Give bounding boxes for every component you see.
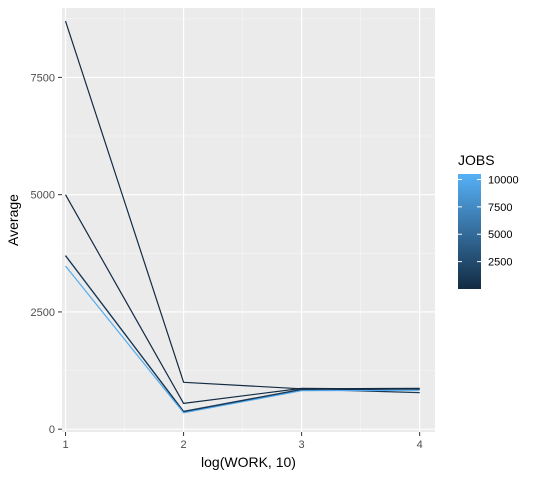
y-axis-title: Average xyxy=(5,194,21,246)
legend-label: 7500 xyxy=(488,202,512,214)
legend-colorbar xyxy=(458,174,481,289)
legend-label: 10000 xyxy=(488,174,519,186)
x-axis: 1 2 3 4 xyxy=(62,432,423,451)
plot-panel xyxy=(62,8,435,432)
major-gridlines xyxy=(62,8,435,432)
y-axis: 0 2500 5000 7500 xyxy=(31,72,62,436)
x-axis-title: log(WORK, 10) xyxy=(201,454,296,470)
legend-label: 2500 xyxy=(488,257,512,269)
legend-title: JOBS xyxy=(458,152,495,168)
x-tick-label: 2 xyxy=(181,439,187,451)
y-tick-label: 2500 xyxy=(31,307,55,319)
series-lines xyxy=(64,20,420,414)
x-tick-label: 1 xyxy=(62,439,68,451)
minor-gridlines xyxy=(62,8,435,432)
x-tick-label: 4 xyxy=(417,439,423,451)
x-tick-label: 3 xyxy=(299,439,305,451)
y-tick-label: 7500 xyxy=(31,72,55,84)
legend: JOBS 2500 5000 7500 10000 xyxy=(458,152,519,289)
y-tick-label: 5000 xyxy=(31,190,55,202)
legend-ticks: 2500 5000 7500 10000 xyxy=(458,174,519,269)
series-line-10000 xyxy=(65,265,420,414)
legend-label: 5000 xyxy=(488,229,512,241)
series-line-10 xyxy=(64,194,420,404)
y-tick-label: 0 xyxy=(49,424,55,436)
